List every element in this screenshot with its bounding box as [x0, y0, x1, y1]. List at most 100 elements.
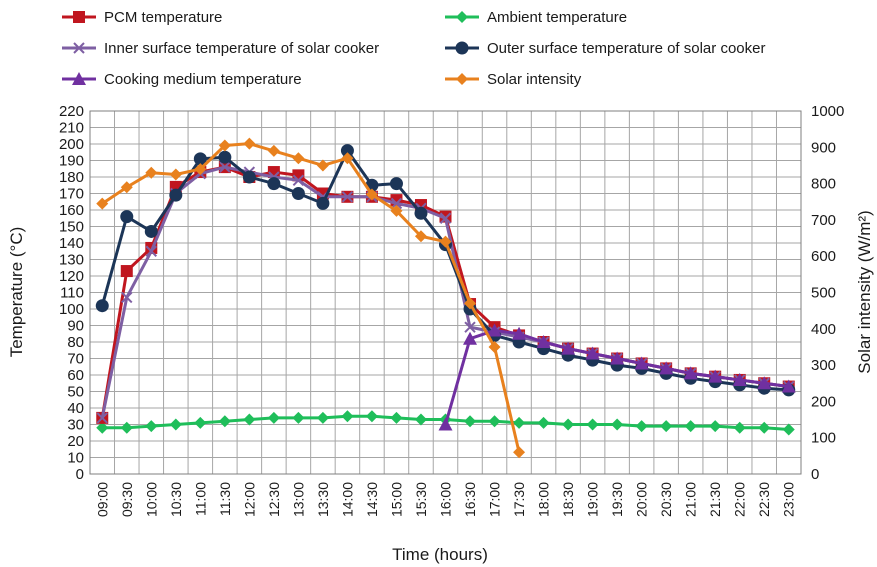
y-tick-label-left: 30 — [67, 417, 84, 434]
x-tick-label: 20:30 — [658, 482, 674, 517]
y-tick-label-left: 160 — [59, 202, 84, 219]
x-tick-label: 10:00 — [143, 482, 159, 517]
data-point — [561, 341, 576, 355]
data-point — [292, 411, 305, 424]
x-tick-label: 12:00 — [241, 482, 257, 517]
y-tick-label-left: 130 — [59, 252, 84, 269]
data-point — [684, 420, 697, 433]
data-point — [340, 144, 354, 158]
series-line — [100, 149, 789, 392]
data-point — [464, 297, 477, 310]
y-tick-label-left: 220 — [59, 103, 84, 120]
legend-item: Cooking medium temperature — [62, 71, 302, 88]
data-point — [586, 418, 599, 431]
axes: 0102030405060708090100110120130140150160… — [59, 103, 844, 517]
data-point — [732, 372, 747, 386]
y-tick-label-left: 200 — [59, 136, 84, 153]
data-point — [341, 191, 354, 203]
data-point — [169, 418, 182, 431]
data-point — [464, 415, 477, 428]
data-point — [414, 230, 427, 243]
series-layer — [95, 137, 796, 459]
data-point — [218, 139, 231, 152]
data-point — [709, 420, 722, 433]
y-tick-label-right: 0 — [811, 466, 819, 483]
x-tick-label: 21:00 — [683, 482, 699, 517]
x-tick-label: 15:30 — [413, 482, 429, 517]
data-point — [456, 11, 468, 23]
data-point — [585, 346, 600, 360]
x-tick-label: 23:00 — [781, 482, 797, 517]
y-tick-label-right: 300 — [811, 357, 836, 374]
series-cooking-medium-temperature — [438, 323, 796, 431]
data-point — [218, 415, 231, 428]
data-point — [488, 415, 501, 428]
legend-item: Inner surface temperature of solar cooke… — [62, 40, 379, 57]
x-tick-label: 20:00 — [634, 482, 650, 517]
y-tick-label-right: 100 — [811, 430, 836, 447]
x-tick-label: 16:00 — [438, 482, 454, 517]
data-point — [267, 144, 280, 157]
data-point — [194, 163, 207, 176]
y-tick-label-right: 400 — [811, 321, 836, 338]
data-point — [659, 361, 674, 375]
y-tick-label-right: 700 — [811, 212, 836, 229]
y-tick-label-right: 1000 — [811, 103, 844, 120]
data-point — [96, 197, 109, 210]
data-point — [660, 420, 673, 433]
data-point — [455, 41, 469, 55]
data-point — [634, 356, 649, 370]
x-tick-label: 13:00 — [290, 482, 306, 517]
y-tick-label-left: 0 — [76, 466, 84, 483]
data-point — [121, 291, 133, 304]
data-point — [120, 181, 133, 194]
legend: PCM temperature Ambient temperature Inner … — [62, 9, 765, 88]
y-axis-title-left: Temperature (°C) — [7, 227, 26, 358]
x-tick-label: 09:00 — [94, 482, 110, 517]
data-point — [243, 137, 256, 150]
x-tick-label: 15:00 — [388, 482, 404, 517]
data-point — [487, 323, 502, 337]
data-point — [144, 224, 158, 238]
data-point — [782, 423, 795, 436]
data-point — [120, 265, 133, 278]
y-tick-label-right: 500 — [811, 285, 836, 302]
data-point — [456, 73, 468, 85]
data-point — [292, 152, 305, 165]
data-point — [708, 369, 723, 383]
series-solar-intensity — [96, 137, 526, 459]
data-point — [194, 416, 207, 429]
data-point — [683, 366, 698, 380]
x-tick-label: 11:00 — [192, 482, 208, 516]
data-point — [267, 177, 281, 191]
y-tick-label-left: 180 — [59, 169, 84, 186]
y-tick-label-left: 100 — [59, 301, 84, 318]
data-point — [341, 410, 354, 423]
data-point — [365, 188, 378, 201]
data-point — [611, 418, 624, 431]
data-point — [291, 187, 305, 200]
legend-label: Outer surface temperature of solar cooke… — [487, 40, 765, 57]
data-point — [267, 411, 280, 424]
x-tick-label: 18:30 — [560, 482, 576, 517]
y-tick-label-left: 190 — [59, 153, 84, 170]
data-point — [218, 150, 232, 164]
data-point — [536, 335, 551, 348]
x-tick-label: 22:00 — [732, 482, 748, 517]
data-point — [120, 210, 134, 224]
x-tick-label: 09:30 — [119, 482, 135, 517]
legend-label: PCM temperature — [104, 9, 222, 26]
y-axis-title-right: Solar intensity (W/m²) — [855, 210, 874, 373]
data-point — [341, 152, 354, 165]
y-tick-label-left: 10 — [67, 450, 84, 467]
x-tick-label: 13:30 — [315, 482, 331, 517]
x-tick-label: 16:30 — [462, 482, 478, 517]
data-point — [145, 245, 158, 257]
y-tick-label-left: 60 — [67, 367, 84, 384]
data-point — [316, 159, 329, 172]
x-tick-label: 21:30 — [707, 482, 723, 517]
y-tick-label-left: 110 — [60, 285, 84, 302]
data-point — [365, 410, 378, 423]
x-tick-label: 14:00 — [339, 482, 355, 517]
data-point — [414, 206, 428, 220]
